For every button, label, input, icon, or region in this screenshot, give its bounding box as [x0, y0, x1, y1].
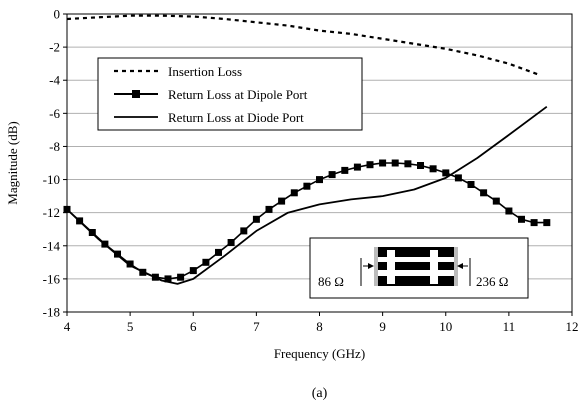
data-point-return-loss-at-dipole-port	[290, 189, 298, 197]
data-point-return-loss-at-dipole-port	[278, 197, 286, 205]
data-point-return-loss-at-dipole-port	[454, 174, 462, 182]
data-point-return-loss-at-dipole-port	[530, 219, 538, 227]
data-point-return-loss-at-dipole-port	[492, 197, 500, 205]
inset-right-arrowhead	[457, 263, 463, 269]
inset-block-top	[374, 247, 458, 257]
x-tick-label: 7	[253, 319, 260, 334]
data-point-return-loss-at-dipole-port	[417, 162, 424, 169]
series-layer	[63, 14, 551, 285]
data-point-return-loss-at-dipole-port	[303, 182, 311, 190]
x-tick-label: 11	[503, 319, 516, 334]
legend-marker-dipole-port	[132, 90, 140, 98]
data-point-return-loss-at-dipole-port	[480, 189, 488, 197]
data-point-return-loss-at-dipole-port	[252, 215, 260, 223]
x-axis-label: Frequency (GHz)	[274, 346, 365, 361]
inset-schematic: 86 Ω 236 Ω	[309, 237, 529, 299]
x-tick-label: 6	[190, 319, 197, 334]
inset-strip-left	[374, 247, 378, 286]
inset-block-center	[374, 262, 458, 270]
legend-label-insertion-loss: Insertion Loss	[168, 64, 242, 79]
data-point-return-loss-at-dipole-port	[366, 161, 374, 169]
x-tick-label: 4	[64, 319, 71, 334]
data-point-return-loss-at-dipole-port	[391, 159, 399, 167]
data-point-return-loss-at-dipole-port	[265, 205, 273, 213]
inset-block-bottom	[374, 276, 458, 286]
data-point-return-loss-at-dipole-port	[341, 166, 349, 174]
data-point-return-loss-at-dipole-port	[202, 258, 210, 266]
data-point-return-loss-at-dipole-port	[379, 159, 387, 167]
y-tick-label: -12	[43, 205, 60, 220]
data-point-return-loss-at-dipole-port	[543, 219, 551, 227]
data-point-return-loss-at-dipole-port	[353, 163, 361, 171]
inset-label-right: 236 Ω	[476, 274, 508, 289]
legend-label-diode-port: Return Loss at Diode Port	[168, 110, 304, 125]
data-point-return-loss-at-dipole-port	[328, 171, 336, 179]
inset-gap-left	[387, 250, 395, 284]
y-tick-label: -4	[49, 73, 60, 88]
inset-gap-right	[430, 250, 438, 284]
axis-ticks: 0 -2 -4 -6 -8 -10 -12 -14 -16 -18 4 5 6 7 8 9 10 11 12	[43, 7, 579, 335]
y-tick-label: -10	[43, 172, 60, 187]
inset-strip-right	[454, 247, 458, 286]
data-point-return-loss-at-dipole-port	[164, 275, 172, 283]
data-point-return-loss-at-dipole-port	[215, 248, 222, 256]
inset-left-arrowhead	[368, 263, 374, 269]
x-tick-label: 9	[379, 319, 386, 334]
data-point-return-loss-at-dipole-port	[189, 267, 197, 275]
data-point-return-loss-at-dipole-port	[505, 207, 513, 215]
x-tick-label: 12	[566, 319, 579, 334]
data-point-return-loss-at-dipole-port	[404, 160, 412, 168]
legend: Insertion Loss Return Loss at Dipole Por…	[97, 57, 363, 131]
figure-caption: (a)	[312, 386, 328, 401]
y-tick-label: -8	[49, 139, 60, 154]
y-tick-label: -18	[43, 305, 60, 320]
x-tick-label: 10	[439, 319, 452, 334]
data-point-return-loss-at-dipole-port	[126, 260, 134, 268]
data-point-return-loss-at-dipole-port	[467, 181, 475, 188]
y-tick-label: -14	[43, 238, 61, 253]
x-tick-label: 8	[316, 319, 323, 334]
data-point-return-loss-at-dipole-port	[227, 239, 235, 246]
data-point-return-loss-at-dipole-port	[316, 176, 323, 184]
legend-label-dipole-port: Return Loss at Dipole Port	[168, 87, 308, 102]
data-point-return-loss-at-dipole-port	[177, 273, 185, 281]
inset-label-left: 86 Ω	[318, 274, 344, 289]
y-tick-label: 0	[54, 7, 61, 22]
data-point-return-loss-at-dipole-port	[518, 215, 525, 223]
y-tick-label: -6	[49, 106, 60, 121]
data-point-return-loss-at-dipole-port	[442, 169, 450, 177]
y-axis-label: Magnitude (dB)	[5, 121, 20, 204]
data-point-return-loss-at-dipole-port	[240, 227, 248, 235]
x-tick-label: 5	[127, 319, 134, 334]
y-tick-label: -2	[49, 40, 60, 55]
y-tick-label: -16	[43, 271, 61, 286]
data-point-return-loss-at-dipole-port	[429, 165, 437, 173]
series-line-return-loss-at-diode-port	[66, 105, 548, 285]
